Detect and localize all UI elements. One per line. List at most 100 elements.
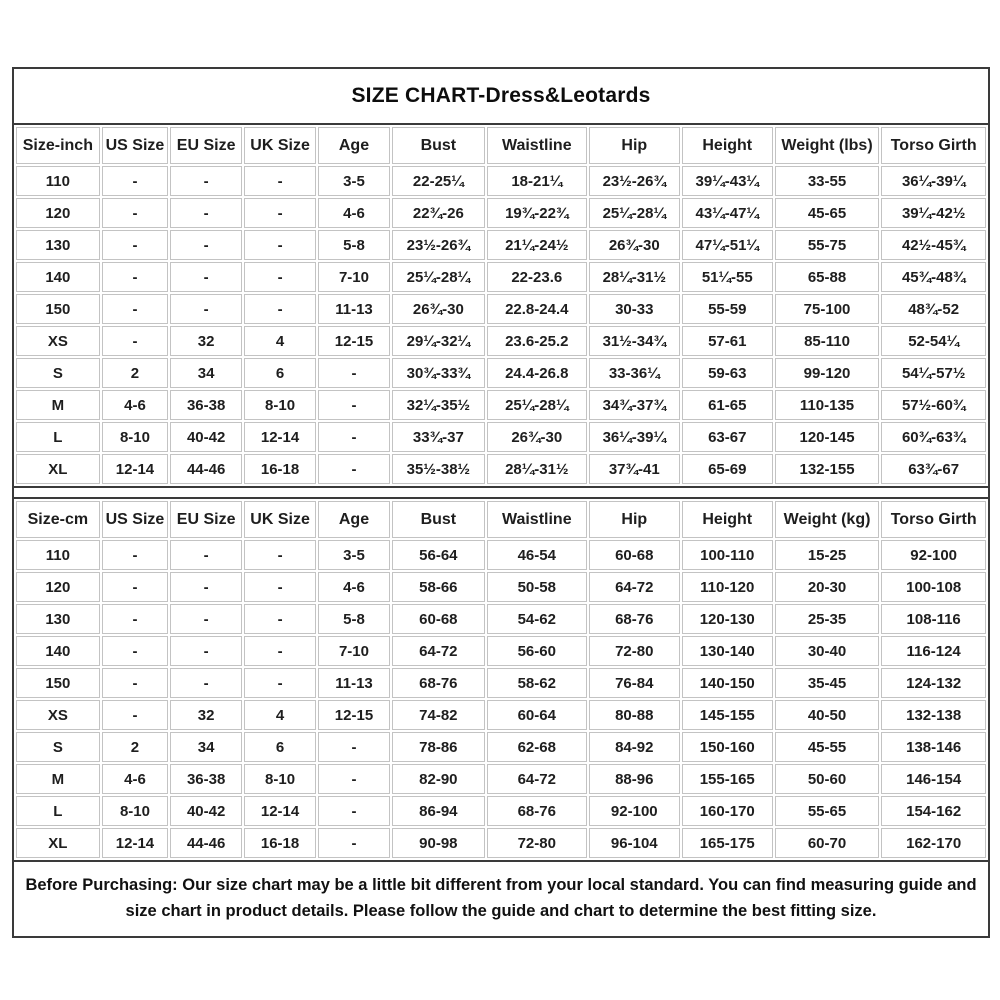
table-cell: 18-21¼ xyxy=(486,166,587,196)
table-cell: - xyxy=(244,262,317,292)
table-cell: 58-62 xyxy=(486,668,587,698)
table-cell: - xyxy=(170,540,243,570)
table-cell: - xyxy=(170,604,243,634)
table-cell: 54¼-57½ xyxy=(881,358,986,388)
column-header: Torso Girth xyxy=(881,127,986,164)
table-cell: 2 xyxy=(101,358,169,388)
table-cell: 56-60 xyxy=(486,636,587,666)
table-cell: 43¼-47¼ xyxy=(681,198,773,228)
table-cell: - xyxy=(101,326,169,356)
table-cell: 21¼-24½ xyxy=(486,230,587,260)
table-cell: 40-42 xyxy=(170,796,243,826)
table-cell: 8-10 xyxy=(244,390,317,420)
table-cell: XL xyxy=(16,828,100,858)
column-header: Height xyxy=(681,501,773,538)
table-cell: - xyxy=(318,732,390,762)
table-cell: 120 xyxy=(16,572,100,602)
table-cell: 32 xyxy=(170,700,243,730)
table-cell: 55-65 xyxy=(774,796,880,826)
table-cell: - xyxy=(318,390,390,420)
table-cell: - xyxy=(101,668,169,698)
table-cell: 65-69 xyxy=(681,454,773,484)
table-cell: 4-6 xyxy=(101,764,169,794)
table-cell: 4 xyxy=(244,700,317,730)
table-cell: 138-146 xyxy=(881,732,986,762)
table-cell: - xyxy=(101,604,169,634)
size-table-cm: Size-cm US Size EU Size UK Size Age Bust Waist… xyxy=(14,499,988,860)
table-cell: - xyxy=(244,198,317,228)
table-cell: - xyxy=(101,572,169,602)
table-cell: 60-68 xyxy=(391,604,485,634)
table-cell: - xyxy=(170,166,243,196)
table-cell: 33-36¼ xyxy=(588,358,680,388)
table-cell: - xyxy=(318,454,390,484)
table-row: L 8-10 40-42 12-14-33¾-37 26¾-30 36¼-39¼ 63-67… xyxy=(16,422,986,452)
table-cell: 26¾-30 xyxy=(391,294,485,324)
table-cell: 25¼-28¼ xyxy=(588,198,680,228)
table-row: 140- - -7-10 64-72 56-60 72-80 130-140 30-40 116… xyxy=(16,636,986,666)
table-cell: 34 xyxy=(170,358,243,388)
table-row: 130- - -5-8 60-68 54-62 68-76 120-130 25-35 108-… xyxy=(16,604,986,634)
table-cell: 36¼-39¼ xyxy=(588,422,680,452)
table-cell: 22-23.6 xyxy=(486,262,587,292)
table-cell: XS xyxy=(16,700,100,730)
table-cell: 5-8 xyxy=(318,604,390,634)
table-cell: 155-165 xyxy=(681,764,773,794)
table-cell: 63-67 xyxy=(681,422,773,452)
table-cell: - xyxy=(101,262,169,292)
table-cell: - xyxy=(318,764,390,794)
table-cell: XS xyxy=(16,326,100,356)
table-cell: 8-10 xyxy=(101,422,169,452)
table-cell: 12-15 xyxy=(318,326,390,356)
table-cell: 50-60 xyxy=(774,764,880,794)
column-header: Size-cm xyxy=(16,501,100,538)
table-cell: 22.8-24.4 xyxy=(486,294,587,324)
table-row: 110- - -3-5 56-64 46-54 60-68 100-110 15-25 92-1… xyxy=(16,540,986,570)
table-cell: 34¾-37¾ xyxy=(588,390,680,420)
table-cell: 100-108 xyxy=(881,572,986,602)
table-cell: 76-84 xyxy=(588,668,680,698)
table-cell: - xyxy=(170,572,243,602)
table-cell: 36-38 xyxy=(170,390,243,420)
column-header: Age xyxy=(318,127,390,164)
table-cell: 50-58 xyxy=(486,572,587,602)
table-cell: 99-120 xyxy=(774,358,880,388)
table-cell: 140 xyxy=(16,636,100,666)
table-cell: 78-86 xyxy=(391,732,485,762)
table-cell: 29¼-32¼ xyxy=(391,326,485,356)
table-row: 120- - -4-6 22¾-26 19¾-22¾ 25¼-28¼ 43¼-47¼ 45-6… xyxy=(16,198,986,228)
table-cell: 23½-26¾ xyxy=(588,166,680,196)
table-cell: XL xyxy=(16,454,100,484)
table-cell: 34 xyxy=(170,732,243,762)
table-cell: 39¼-42½ xyxy=(881,198,986,228)
table-cell: 96-104 xyxy=(588,828,680,858)
table-cell: 4-6 xyxy=(318,572,390,602)
table-cell: L xyxy=(16,422,100,452)
page-title: SIZE CHART-Dress&Leotards xyxy=(351,84,651,107)
table-cell: 47¼-51¼ xyxy=(681,230,773,260)
table-cell: 42½-45¾ xyxy=(881,230,986,260)
table-cell: - xyxy=(101,230,169,260)
table-cell: 116-124 xyxy=(881,636,986,666)
table-cell: L xyxy=(16,796,100,826)
table-row: M 4-6 36-38 8-10-32¼-35½ 25¼-28¼ 34¾-37¾ 61-65… xyxy=(16,390,986,420)
table-cell: 30-33 xyxy=(588,294,680,324)
table-cell: 75-100 xyxy=(774,294,880,324)
table-cell: 59-63 xyxy=(681,358,773,388)
table-cell: 92-100 xyxy=(588,796,680,826)
table-cell: 146-154 xyxy=(881,764,986,794)
table-cell: 108-116 xyxy=(881,604,986,634)
table-cell: 40-50 xyxy=(774,700,880,730)
table-row: 130- - -5-8 23½-26¾ 21¼-24½ 26¾-30 47¼-51¼ 55-7… xyxy=(16,230,986,260)
table-cell: - xyxy=(170,636,243,666)
table-cell: 30¾-33¾ xyxy=(391,358,485,388)
table-cell: S xyxy=(16,358,100,388)
table-cell: 84-92 xyxy=(588,732,680,762)
table-row: 120- - -4-6 58-66 50-58 64-72 110-120 20-30 100-… xyxy=(16,572,986,602)
table-cell: 62-68 xyxy=(486,732,587,762)
table-cell: 2 xyxy=(101,732,169,762)
table-cell: 12-14 xyxy=(244,422,317,452)
table-cell: 46-54 xyxy=(486,540,587,570)
table-cell: 16-18 xyxy=(244,454,317,484)
table-cell: 5-8 xyxy=(318,230,390,260)
